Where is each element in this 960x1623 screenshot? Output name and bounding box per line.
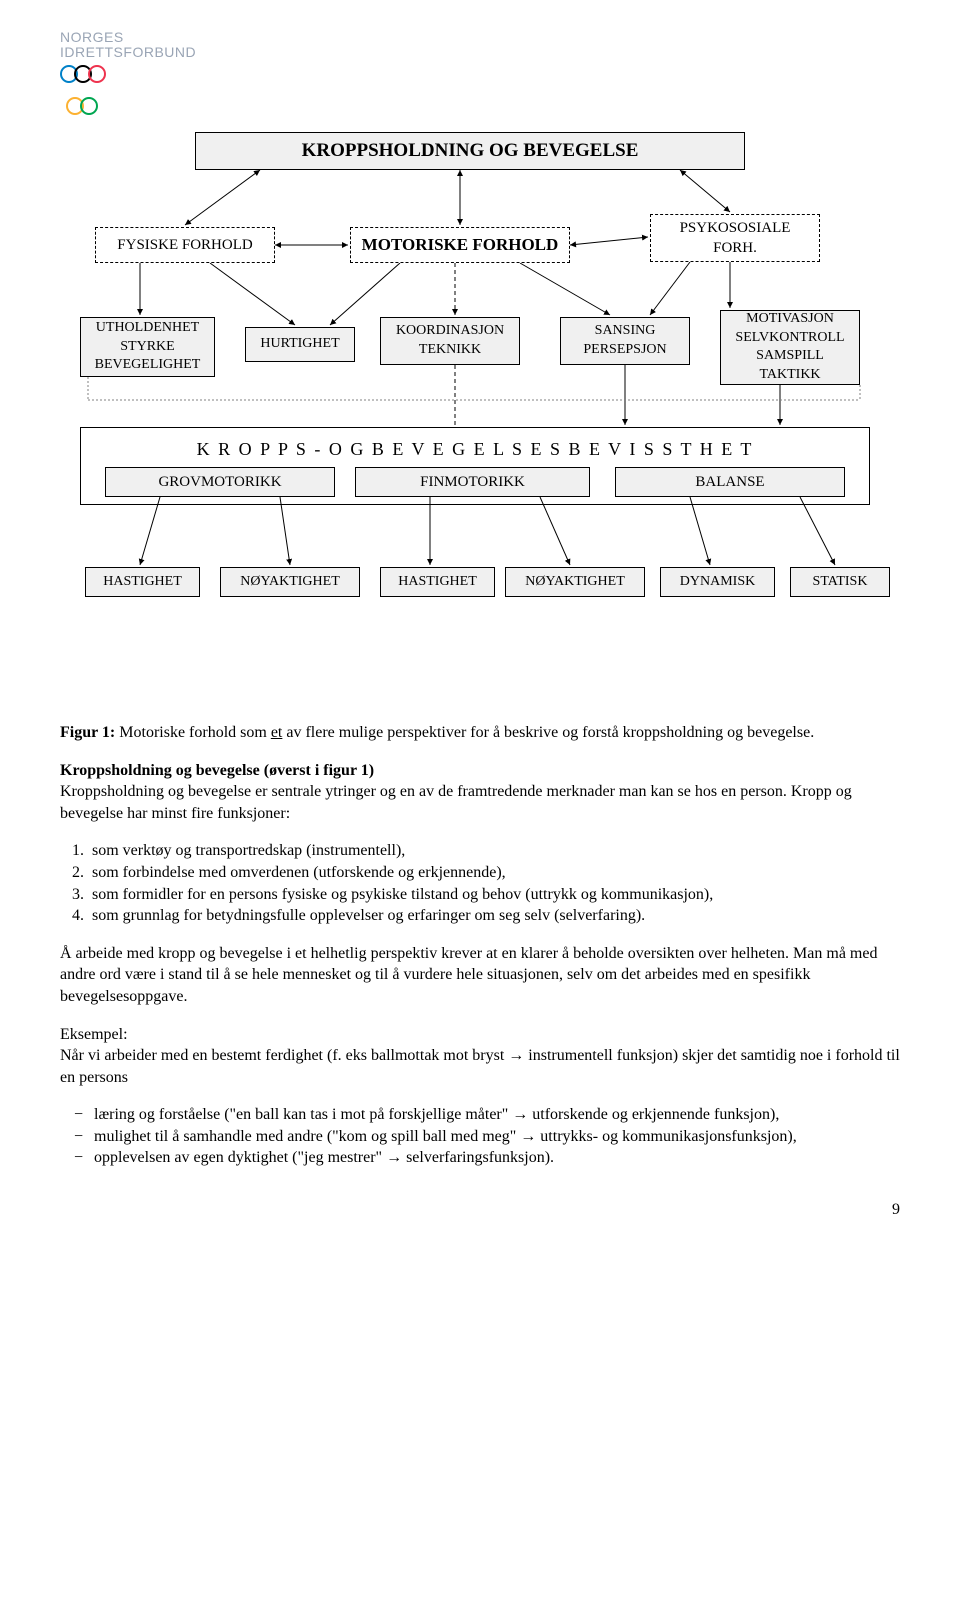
- box-grovmotorikk: GROVMOTORIKK: [105, 467, 335, 497]
- diagram-figure-1: KROPPSHOLDNING OG BEVEGELSE FYSISKE FORH…: [60, 132, 900, 692]
- list-item: mulighet til å samhandle med andre ("kom…: [74, 1126, 900, 1148]
- list-item: opplevelsen av egen dyktighet ("jeg mest…: [74, 1147, 900, 1169]
- page-number: 9: [60, 1199, 900, 1221]
- box-noyaktighet-2: NØYAKTIGHET: [505, 567, 645, 597]
- paragraph-2: Å arbeide med kropp og bevegelse i et he…: [60, 943, 900, 1008]
- section-1-body: Kroppsholdning og bevegelse er sentrale …: [60, 783, 852, 822]
- section-1-title: Kroppsholdning og bevegelse (øverst i fi…: [60, 762, 374, 779]
- box-motoriske: MOTORISKE FORHOLD: [350, 227, 570, 263]
- example-block: Eksempel: Når vi arbeider med en bestemt…: [60, 1024, 900, 1089]
- logo-line1: NORGES: [60, 30, 900, 45]
- figure-caption: Figur 1: Motoriske forhold som et av fle…: [60, 722, 900, 744]
- box-dynamisk: DYNAMISK: [660, 567, 775, 597]
- box-statisk: STATISK: [790, 567, 890, 597]
- kob-title: K R O P P S - O G B E V E G E L S E S B …: [105, 434, 845, 464]
- fig-label: Figur 1:: [60, 724, 115, 741]
- box-motivasjon: MOTIVASJON SELVKONTROLL SAMSPILL TAKTIKK: [720, 310, 860, 385]
- example-label: Eksempel:: [60, 1026, 128, 1043]
- box-psykososiale: PSYKOSOSIALE FORH.: [650, 214, 820, 262]
- list-item: som forbindelse med omverdenen (utforske…: [88, 862, 900, 884]
- example-body: Når vi arbeider med en bestemt ferdighet…: [60, 1047, 900, 1086]
- olympic-rings-icon: [60, 65, 900, 114]
- box-fysiske: FYSISKE FORHOLD: [95, 227, 275, 263]
- psy-l1: PSYKOSOSIALE: [680, 218, 791, 238]
- box-hastighet-1: HASTIGHET: [85, 567, 200, 597]
- section-1: Kroppsholdning og bevegelse (øverst i fi…: [60, 760, 900, 825]
- box-sansing: SANSING PERSEPSJON: [560, 317, 690, 365]
- psy-l2: FORH.: [713, 238, 757, 258]
- box-koordinasjon: KOORDINASJON TEKNIKK: [380, 317, 520, 365]
- list-item: læring og forståelse ("en ball kan tas i…: [74, 1104, 900, 1126]
- diagram-header: KROPPSHOLDNING OG BEVEGELSE: [195, 132, 745, 170]
- box-hastighet-2: HASTIGHET: [380, 567, 495, 597]
- box-finmotorikk: FINMOTORIKK: [355, 467, 590, 497]
- box-noyaktighet-1: NØYAKTIGHET: [220, 567, 360, 597]
- functions-list: som verktøy og transportredskap (instrum…: [88, 840, 900, 926]
- logo-header: NORGES IDRETTSFORBUND: [60, 30, 900, 114]
- list-item: som grunnlag for betydningsfulle oppleve…: [88, 905, 900, 927]
- logo-line2: IDRETTSFORBUND: [60, 45, 900, 60]
- box-balanse: BALANSE: [615, 467, 845, 497]
- box-utholdenhet: UTHOLDENHET STYRKE BEVEGELIGHET: [80, 317, 215, 377]
- box-hurtighet: HURTIGHET: [245, 327, 355, 362]
- list-item: som verktøy og transportredskap (instrum…: [88, 840, 900, 862]
- example-list: læring og forståelse ("en ball kan tas i…: [74, 1104, 900, 1169]
- list-item: som formidler for en persons fysiske og …: [88, 884, 900, 906]
